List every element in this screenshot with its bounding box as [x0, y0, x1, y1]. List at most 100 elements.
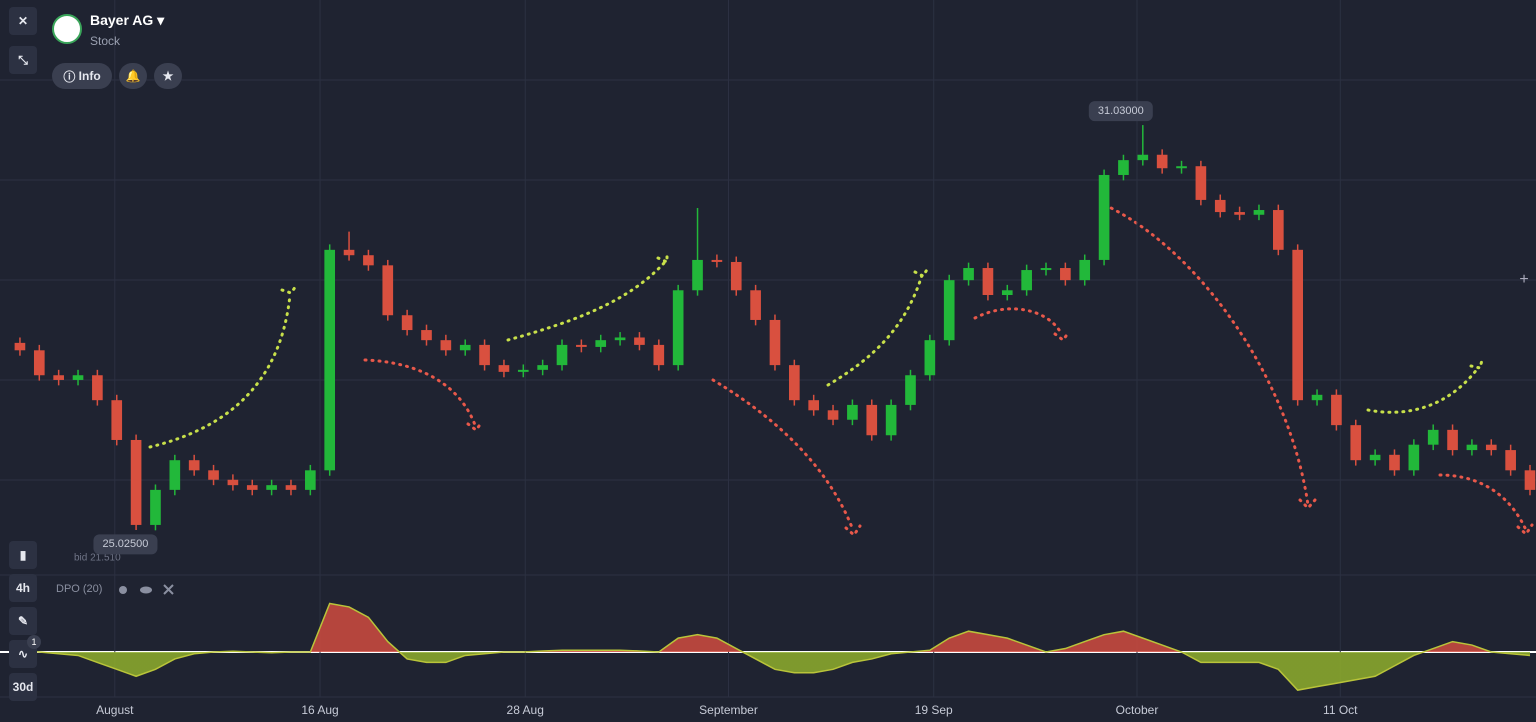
candle-body [808, 400, 820, 411]
candle-body [498, 365, 510, 372]
draw-button[interactable]: ✎ [9, 607, 37, 635]
candle-body [1369, 454, 1381, 461]
info-button[interactable]: ⓘ Info [52, 63, 112, 89]
high-label-box [1088, 101, 1153, 122]
info-label: Info [78, 69, 101, 83]
candle-body [1253, 210, 1265, 215]
candle-body [1292, 249, 1304, 401]
alert-button[interactable]: 🔔 [119, 63, 147, 89]
candle-body [1040, 268, 1052, 271]
x-tick-label: October [1116, 703, 1159, 717]
candle-body [1447, 429, 1458, 451]
candle-body [1408, 444, 1420, 471]
chart-type-button[interactable]: ▮ [9, 541, 37, 569]
candle-body [905, 375, 916, 405]
candle-body [130, 439, 142, 525]
candle-body [33, 350, 45, 376]
candle-body [1001, 290, 1013, 295]
candle-body [421, 330, 432, 341]
candle-body [517, 369, 529, 372]
low-label: 25.02500 [103, 538, 149, 550]
candle-body [72, 375, 84, 380]
candle-body [943, 280, 955, 341]
dpo-line [19, 602, 1531, 691]
candle-body [1389, 454, 1400, 471]
close-button[interactable]: ✕ [9, 7, 37, 35]
asset-type: Stock [90, 34, 121, 48]
candle-body [440, 340, 452, 351]
indicator-count: 1 [27, 635, 41, 649]
x-tick-label: 19 Sep [915, 703, 953, 717]
candle-body [1118, 160, 1129, 175]
asset-name: Bayer AG [90, 12, 154, 28]
candle-body [479, 344, 490, 366]
crosshair-plus: + [1519, 271, 1528, 288]
x-tick-label: 11 Oct [1323, 703, 1358, 717]
collapse-button[interactable]: ⤡ [9, 46, 37, 74]
candle-body [750, 290, 761, 320]
candle-body [692, 259, 703, 291]
candle-body [1079, 259, 1091, 281]
candle-body [1137, 154, 1149, 161]
candle-body [305, 470, 316, 490]
candle-body [363, 255, 374, 266]
x-tick-label: 16 Aug [301, 703, 338, 717]
bid-price: bid 21.510 [74, 553, 121, 564]
candle-body [653, 344, 665, 366]
candle-body [595, 340, 607, 347]
candle-body [401, 315, 413, 331]
period-button[interactable]: 30d [9, 673, 37, 701]
candle-body [1272, 210, 1284, 250]
candle-body [227, 479, 239, 486]
candle-body [14, 342, 26, 351]
candle-body [92, 375, 103, 401]
candle-body [711, 259, 723, 262]
candle-body [1350, 425, 1362, 461]
candle-body [111, 400, 123, 440]
candle-body [246, 485, 258, 490]
high-label: 31.03000 [1098, 105, 1144, 117]
candle-body [324, 249, 336, 471]
candle-body [266, 485, 277, 490]
candle-body [730, 261, 742, 291]
trend-arrows [148, 203, 1534, 538]
candle-body [169, 460, 181, 490]
logo [52, 14, 82, 44]
grid-decoration [0, 79, 1536, 698]
low-label-box [93, 534, 158, 555]
candle-body [208, 470, 219, 480]
candle-body [982, 268, 994, 295]
x-tick-label: 28 Aug [507, 703, 544, 717]
candle-body [634, 337, 645, 345]
candle-body [1060, 268, 1071, 281]
dpo-area [19, 603, 1530, 691]
candle-body [576, 344, 587, 347]
candle-body [614, 337, 626, 341]
asset-title[interactable]: Bayer AG ▾ [90, 12, 165, 28]
candle-body [789, 365, 800, 401]
candle-body [1524, 470, 1536, 490]
timeframe-button[interactable]: 4h [9, 574, 37, 602]
indicator-controls[interactable] [119, 584, 174, 595]
candle-body [827, 410, 839, 420]
candle-body [1234, 212, 1245, 215]
candle-body [285, 485, 297, 490]
candle-body [1195, 166, 1207, 200]
candle-body [963, 268, 974, 281]
candle-body [1505, 450, 1516, 471]
candle-body [1098, 174, 1110, 260]
candle-body [1331, 394, 1342, 426]
candle-body [847, 404, 858, 420]
candle-body [1311, 394, 1323, 401]
candle-body [150, 489, 161, 525]
candle-body [769, 319, 781, 366]
x-tick-label: August [96, 703, 134, 717]
x-tick-label: September [699, 703, 758, 717]
candle-body [672, 290, 684, 366]
favorite-button[interactable]: ★ [154, 63, 182, 89]
candle-body [343, 249, 355, 256]
candle-body [53, 375, 64, 380]
candle-body [866, 404, 878, 436]
candle-body [1427, 429, 1439, 445]
